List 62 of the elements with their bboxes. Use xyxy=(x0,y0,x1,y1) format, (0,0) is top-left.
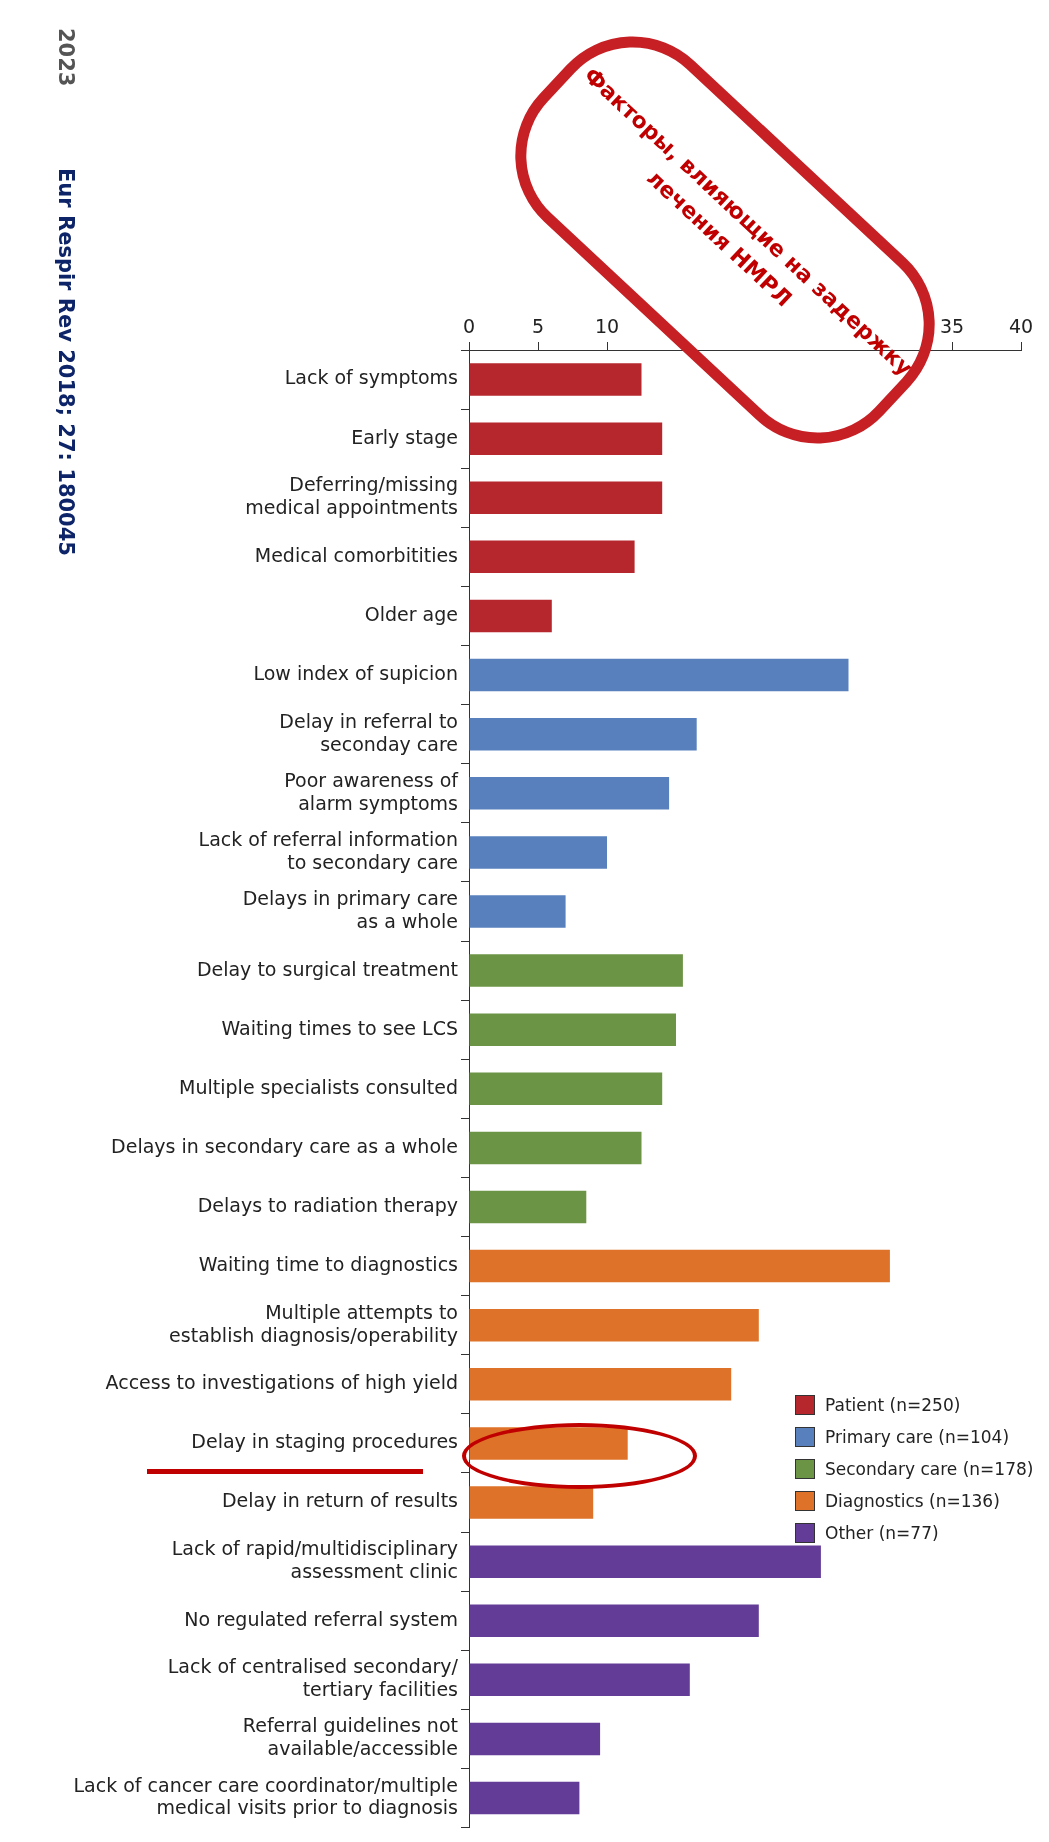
y-tick-label: Lack of rapid/multidisciplinary assessment clinic xyxy=(171,1537,458,1582)
y-tick-label: No regulated referral system xyxy=(184,1607,458,1630)
bar xyxy=(469,836,607,869)
text: 2023 xyxy=(54,28,78,87)
bar xyxy=(469,1427,628,1460)
y-tick-label: Waiting time to diagnostics xyxy=(198,1253,458,1276)
bar xyxy=(469,1249,890,1283)
bar xyxy=(469,1013,676,1046)
y-tick-label: Referral guidelines not available/accessible xyxy=(242,1714,458,1760)
y-tick-label: Deferring/missing medical appointments xyxy=(245,473,458,519)
bar xyxy=(469,658,849,692)
bar xyxy=(469,895,566,928)
bar xyxy=(469,540,635,574)
legend-label: Other (n=77) xyxy=(825,1523,939,1543)
y-tick-label: Medical comorbitities xyxy=(254,543,458,566)
y-tick-label: Poor awareness of alarm symptoms xyxy=(284,768,460,814)
bar xyxy=(469,1604,759,1637)
y-tick-label: Lack of cancer care coordinator/multiple medical visits prior to diagnosis xyxy=(73,1773,458,1819)
x-tick-label: 0 xyxy=(462,314,476,337)
legend-label: Patient (n=250) xyxy=(825,1395,961,1415)
bar xyxy=(469,1545,821,1578)
bar xyxy=(469,1781,580,1815)
bar xyxy=(469,363,642,396)
y-tick-label: Multiple specialists consulted xyxy=(179,1075,458,1098)
y-tick-label: Waiting times to see LCS xyxy=(221,1016,458,1039)
x-tick-label: 40 xyxy=(1008,314,1034,337)
legend-label: Secondary care (n=178) xyxy=(825,1459,1034,1479)
y-tick-label: Delays in primary care as a whole xyxy=(242,887,458,932)
y-tick-label: Delay in referral to seconday care xyxy=(279,709,458,755)
bar xyxy=(469,599,552,633)
y-tick-label: Delays to radiation therapy xyxy=(197,1193,458,1216)
bar xyxy=(469,717,697,751)
y-tick-label: Lack of centralised secondary/ tertiary facilities xyxy=(167,1655,459,1701)
bar xyxy=(469,481,663,515)
x-tick-label: 35 xyxy=(939,314,965,337)
legend-label: Primary care (n=104) xyxy=(825,1427,1010,1447)
bar xyxy=(469,1486,594,1519)
bar xyxy=(469,1308,759,1342)
y-tick-label: Multiple attempts to establish diagnosis/operability xyxy=(169,1300,458,1346)
bar xyxy=(469,1190,587,1224)
bar xyxy=(469,954,683,987)
y-tick-label: Delay in return of results xyxy=(221,1489,458,1512)
legend-label: Diagnostics (n=136) xyxy=(825,1491,1000,1511)
y-tick-label: Access to investigations of high yield xyxy=(105,1371,458,1394)
bar xyxy=(469,1663,690,1697)
x-tick-label: 5 xyxy=(531,314,545,337)
y-tick-label: Early stage xyxy=(351,425,458,448)
y-tick-label: Delays in secondary care as a whole xyxy=(111,1134,458,1157)
y-tick-label: Delay in staging procedures xyxy=(191,1430,458,1453)
bar xyxy=(469,777,670,810)
x-tick-label: 10 xyxy=(594,314,620,337)
y-tick-label: Lack of symptoms xyxy=(284,366,458,389)
bar xyxy=(469,1131,642,1165)
bar xyxy=(469,422,663,455)
y-tick-label: Low index of supicion xyxy=(253,662,458,685)
bar xyxy=(469,1368,732,1401)
text: Eur Respir Rev 2018; 27: 180045 xyxy=(54,168,78,556)
y-tick-label: Lack of referral information to secondary care xyxy=(198,827,458,873)
y-tick-label: Older age xyxy=(364,602,458,625)
bar xyxy=(469,1722,601,1756)
bar xyxy=(469,1072,663,1106)
y-tick-label: Delay to surgical treatment xyxy=(196,957,458,980)
